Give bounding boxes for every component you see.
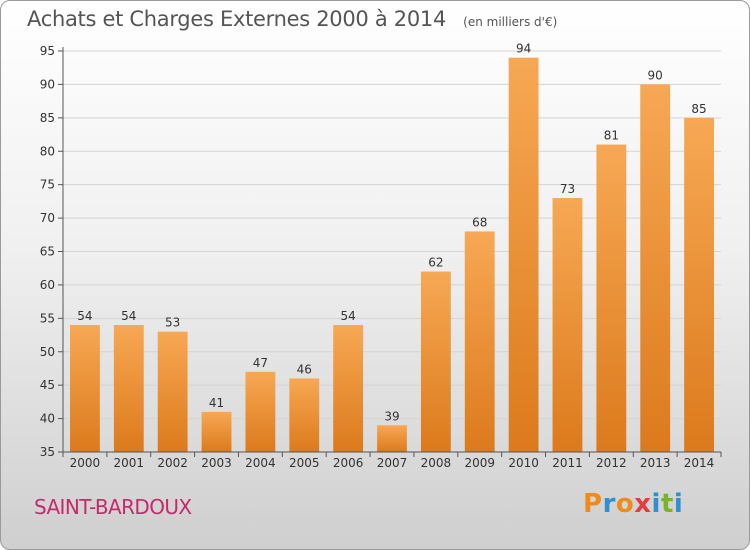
chart-title: Achats et Charges Externes 2000 à 2014: [27, 7, 447, 31]
data-label: 62: [428, 256, 443, 270]
bar: [684, 117, 714, 452]
y-tick-label: 85: [40, 111, 55, 125]
x-tick-label: 2000: [70, 456, 101, 470]
bar: [508, 57, 539, 452]
data-label: 68: [472, 215, 487, 229]
x-tick-label: 2014: [684, 456, 715, 470]
data-label: 39: [384, 409, 399, 423]
y-tick-label: 65: [40, 245, 55, 259]
x-tick-label: 2011: [552, 456, 583, 470]
x-tick-label: 2004: [245, 456, 276, 470]
brand-letter: i: [651, 489, 661, 519]
data-label: 81: [604, 129, 619, 143]
data-label: 46: [297, 362, 312, 376]
y-tick-label: 75: [40, 178, 55, 192]
bar: [113, 325, 144, 452]
bar: [333, 325, 364, 452]
city-name: SAINT-BARDOUX: [34, 495, 192, 519]
x-tick-label: 2001: [114, 456, 145, 470]
data-label: 85: [691, 102, 706, 116]
chart-unit: (en milliers d'€): [463, 15, 558, 29]
brand-letter: P: [583, 489, 603, 519]
bar: [420, 271, 451, 452]
data-label: 94: [516, 42, 531, 56]
x-tick-label: 2008: [421, 456, 452, 470]
brand-letter: i: [673, 489, 684, 519]
bar: [157, 331, 188, 452]
x-tick-label: 2009: [464, 456, 495, 470]
y-tick-label: 60: [40, 278, 55, 292]
y-tick-label: 95: [40, 44, 55, 58]
proxiti-logo[interactable]: Proxiti: [583, 489, 683, 519]
chart-header: Achats et Charges Externes 2000 à 2014 (…: [27, 7, 557, 31]
x-tick-label: 2012: [596, 456, 627, 470]
brand-letter: x: [634, 489, 652, 519]
x-tick-label: 2007: [377, 456, 408, 470]
data-label: 41: [209, 396, 224, 410]
data-label: 47: [253, 356, 268, 370]
x-tick-label: 2003: [201, 456, 232, 470]
bar: [552, 198, 583, 452]
y-tick-label: 50: [40, 345, 55, 359]
bar: [289, 378, 320, 452]
bar: [377, 425, 407, 452]
data-label: 54: [77, 309, 92, 323]
bar-layer: 54 54 53 41 47 46 54 39 62 68 94 73 81 90 85: [70, 42, 714, 453]
bar: [245, 371, 276, 452]
x-tick-label: 2006: [333, 456, 364, 470]
brand-letter: t: [660, 489, 674, 519]
x-tick-label: 2002: [157, 456, 188, 470]
y-tick-label: 90: [40, 77, 55, 91]
data-label: 90: [648, 68, 663, 82]
data-label: 54: [121, 309, 136, 323]
y-tick-label: 40: [40, 412, 55, 426]
y-tick-label: 70: [40, 211, 55, 225]
bar: [640, 84, 671, 453]
bar: [464, 231, 495, 452]
y-tick-label: 45: [40, 378, 55, 392]
bar: [596, 144, 627, 453]
brand-letter: r: [602, 489, 616, 519]
x-tick-label: 2005: [289, 456, 320, 470]
y-tick-label: 55: [40, 311, 55, 325]
data-label: 53: [165, 316, 180, 330]
y-tick-label: 80: [40, 144, 55, 158]
data-label: 54: [340, 309, 355, 323]
x-tick-label: 2013: [640, 456, 671, 470]
x-tick-label: 2010: [508, 456, 539, 470]
axis-layer: 35 40 45 50 55 60 65 70 75 80 85 90 95 2000 2001 2002 20…: [40, 44, 722, 470]
brand-letter: o: [615, 489, 635, 519]
bar: [201, 411, 232, 452]
data-label: 73: [560, 182, 575, 196]
y-tick-label: 35: [40, 445, 55, 459]
bar: [70, 325, 100, 452]
